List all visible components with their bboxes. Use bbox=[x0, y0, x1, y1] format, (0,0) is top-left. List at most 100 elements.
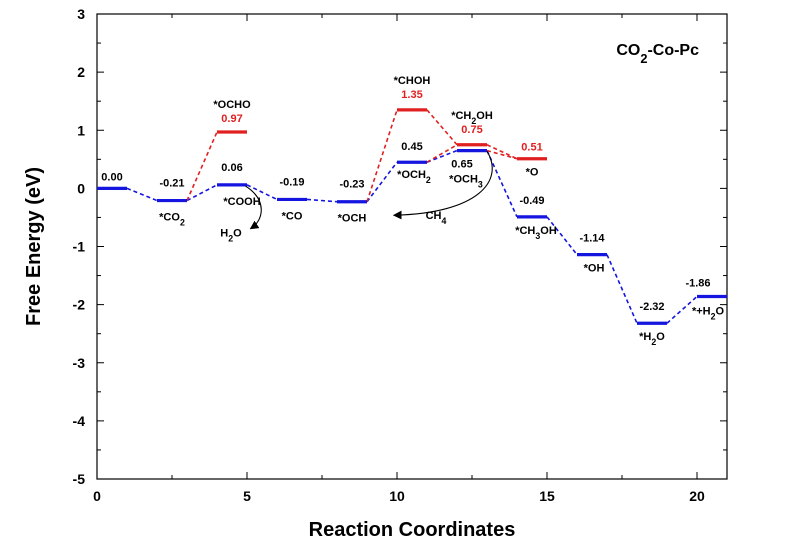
species-label: *+H2O bbox=[692, 305, 725, 321]
x-tick-label: 0 bbox=[93, 488, 101, 504]
energy-value-label-side: 0.97 bbox=[221, 113, 242, 125]
species-label: *COOH bbox=[223, 196, 260, 208]
text-part: *CHOH bbox=[394, 75, 431, 87]
y-tick-label: 3 bbox=[77, 6, 85, 22]
species-label-side: *CHOH bbox=[394, 75, 431, 87]
ch4-release-arrow bbox=[392, 150, 493, 220]
species-label: *OH bbox=[584, 263, 605, 275]
y-tick-label: -2 bbox=[73, 297, 86, 313]
text-part: CO bbox=[616, 42, 640, 59]
x-tick-label: 10 bbox=[389, 488, 405, 504]
text-part: *O bbox=[526, 167, 539, 179]
species-label: *OCH3 bbox=[449, 174, 483, 190]
text-part: *OCH bbox=[338, 213, 367, 225]
text-part: 3 bbox=[478, 180, 483, 190]
y-tick-label: -4 bbox=[73, 413, 86, 429]
text-part: 3 bbox=[535, 231, 540, 241]
energy-value-label: 0.45 bbox=[401, 141, 422, 153]
connector-line bbox=[426, 149, 458, 163]
species-label: *OCH2 bbox=[397, 169, 431, 185]
y-tick-label: 0 bbox=[77, 180, 85, 196]
connector-line bbox=[186, 184, 218, 202]
species-label-side: *CH2OH bbox=[451, 110, 493, 126]
x-axis-title: Reaction Coordinates bbox=[309, 519, 516, 541]
text-part: *+H bbox=[692, 305, 711, 317]
text-part: *OCH bbox=[397, 169, 426, 181]
x-tick-label: 5 bbox=[243, 488, 251, 504]
text-part: 2 bbox=[471, 116, 476, 126]
text-part: OH bbox=[476, 110, 493, 122]
y-tick-label: 2 bbox=[77, 64, 85, 80]
energy-value-label: -0.21 bbox=[159, 178, 184, 190]
text-part: 2 bbox=[640, 51, 647, 66]
text-part: *CH bbox=[515, 225, 535, 237]
energy-value-label: -0.23 bbox=[339, 179, 364, 191]
energy-value-label: 0.06 bbox=[221, 162, 242, 174]
connector-line bbox=[366, 161, 398, 203]
energy-value-label: -0.19 bbox=[279, 176, 304, 188]
text-part: -Co-Pc bbox=[647, 42, 699, 59]
y-tick-label: 1 bbox=[77, 122, 85, 138]
connector-line bbox=[366, 109, 398, 202]
text-part: 2 bbox=[651, 337, 656, 347]
connector-line bbox=[186, 131, 218, 201]
connector-line bbox=[606, 254, 638, 324]
text-part: O bbox=[716, 305, 725, 317]
energy-value-label: 0.65 bbox=[451, 159, 472, 171]
y-tick-label: -5 bbox=[73, 471, 86, 487]
h2o-release-label: H2O bbox=[220, 228, 242, 244]
energy-value-label-side: 0.75 bbox=[461, 124, 482, 136]
levels-layer bbox=[97, 108, 727, 325]
text-part: 2 bbox=[228, 234, 233, 244]
species-label: *CH3OH bbox=[515, 225, 557, 241]
connector-line bbox=[486, 149, 518, 160]
connector-line bbox=[426, 144, 458, 163]
connector-line bbox=[246, 184, 278, 201]
text-part: *H bbox=[639, 331, 651, 343]
text-part: *OCH bbox=[449, 174, 478, 186]
text-part: *COOH bbox=[223, 196, 260, 208]
energy-value-label: -0.49 bbox=[519, 195, 544, 207]
h2o-release-arrow bbox=[245, 185, 262, 230]
species-label: *OCH bbox=[338, 213, 367, 225]
chart-title: CO2-Co-Pc bbox=[616, 42, 699, 66]
text-part: *OCHO bbox=[213, 99, 251, 111]
energy-value-label: -2.32 bbox=[639, 301, 664, 313]
energy-value-label: -1.14 bbox=[579, 233, 605, 245]
text-part: 2 bbox=[426, 175, 431, 185]
text-part: *CO bbox=[159, 212, 180, 224]
species-label: *CO2 bbox=[159, 212, 185, 228]
species-label-side: *OCHO bbox=[213, 99, 251, 111]
labels-layer: 0.00-0.21*CO20.06*COOH-0.19*CO-0.23*OCH0… bbox=[101, 75, 724, 347]
text-part: H bbox=[220, 228, 228, 240]
species-label: *H2O bbox=[639, 331, 665, 347]
x-tick-label: 15 bbox=[539, 488, 555, 504]
x-tick-label: 20 bbox=[689, 488, 705, 504]
connector-line bbox=[126, 187, 158, 202]
text-part: 2 bbox=[711, 311, 716, 321]
ch4-release-label: CH4 bbox=[426, 210, 447, 226]
text-part: OH bbox=[540, 225, 557, 237]
text-part: *CO bbox=[282, 210, 303, 222]
text-part: CH bbox=[426, 210, 442, 222]
species-label: *CO bbox=[282, 210, 303, 222]
connector-line bbox=[546, 216, 578, 256]
energy-value-label-side: 0.51 bbox=[521, 142, 542, 154]
connector-line bbox=[486, 150, 518, 218]
text-part: *OH bbox=[584, 263, 605, 275]
text-part: 4 bbox=[441, 216, 446, 226]
y-tick-label: -1 bbox=[73, 239, 86, 255]
axes-layer: -5 -4 -3 -2 -1 0 1 2 3 0 5 10 15 20 Reaction Coordinat… bbox=[23, 6, 728, 541]
text-part: O bbox=[656, 331, 665, 343]
connector-line bbox=[426, 109, 458, 146]
y-tick-label: -3 bbox=[73, 355, 86, 371]
energy-value-label-side: 1.35 bbox=[401, 89, 422, 101]
connector-line bbox=[306, 198, 338, 203]
connector-line bbox=[486, 144, 518, 160]
y-axis-title: Free Energy (eV) bbox=[23, 167, 45, 326]
text-part: O bbox=[233, 228, 242, 240]
species-label-side: *O bbox=[526, 167, 539, 179]
energy-value-label: 0.00 bbox=[101, 171, 122, 183]
